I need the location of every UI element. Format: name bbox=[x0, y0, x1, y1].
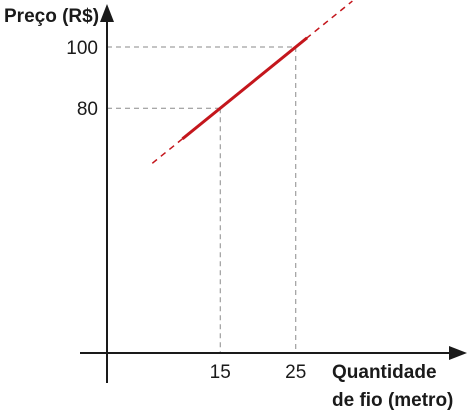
x-axis-arrow-icon bbox=[449, 346, 467, 360]
series-line-dashed-extension bbox=[151, 0, 353, 164]
y-tick-label: 100 bbox=[66, 38, 98, 59]
x-axis-title-line-1: Quantidade bbox=[332, 362, 437, 383]
series-line bbox=[181, 36, 309, 140]
y-axis-title: Preço (R$) bbox=[4, 6, 99, 27]
x-tick-label: 25 bbox=[285, 362, 306, 383]
x-axis-title-line-2: de fio (metro) bbox=[332, 390, 453, 410]
series-group bbox=[151, 0, 353, 164]
y-tick-label: 80 bbox=[77, 99, 98, 120]
axes bbox=[80, 4, 467, 383]
tick-labels: 15 25 80 100 bbox=[66, 38, 306, 383]
y-axis-arrow-icon bbox=[100, 4, 114, 22]
guide-lines bbox=[107, 46, 297, 353]
x-tick-label: 15 bbox=[210, 362, 231, 383]
